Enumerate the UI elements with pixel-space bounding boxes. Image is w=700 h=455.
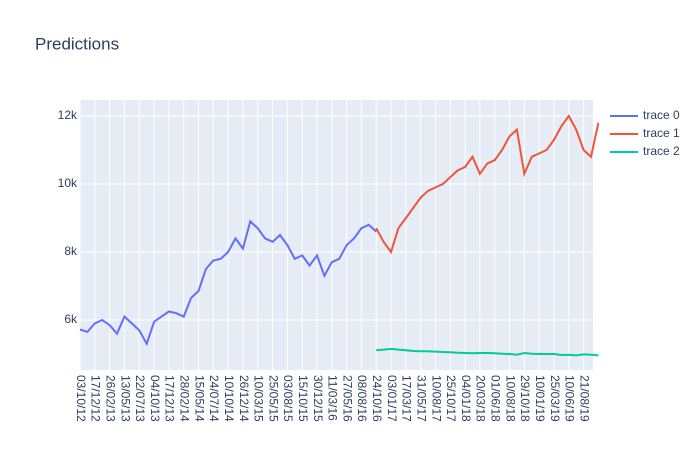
- x-tick-label: 17/12/12: [89, 375, 103, 422]
- x-tick-label: 10/01/19: [533, 375, 547, 422]
- y-tick-label: 12k: [58, 108, 78, 122]
- x-tick-label: 29/10/18: [518, 375, 532, 422]
- x-tick-label: 31/05/17: [414, 375, 428, 422]
- y-tick-label: 10k: [58, 176, 78, 190]
- x-tick-label: 01/06/18: [489, 375, 503, 422]
- plot-background: [80, 100, 593, 370]
- x-tick-label: 10/06/19: [563, 375, 577, 422]
- x-tick-label: 03/10/12: [74, 375, 88, 422]
- x-tick-label: 08/08/16: [355, 375, 369, 422]
- x-tick-label: 10/08/18: [503, 375, 517, 422]
- x-tick-label: 25/05/15: [266, 375, 280, 422]
- y-tick-label: 8k: [64, 244, 78, 258]
- x-tick-label: 25/10/17: [444, 375, 458, 422]
- legend-label: trace 1: [643, 126, 680, 140]
- x-tick-label: 10/08/17: [429, 375, 443, 422]
- x-tick-label: 24/07/14: [207, 375, 221, 422]
- x-tick-label: 17/03/17: [400, 375, 414, 422]
- chart-title: Predictions: [35, 34, 119, 53]
- x-tick-label: 10/03/15: [252, 375, 266, 422]
- x-tick-label: 04/10/13: [148, 375, 162, 422]
- x-tick-label: 03/01/17: [385, 375, 399, 422]
- x-tick-label: 26/12/14: [237, 375, 251, 422]
- x-tick-label: 03/08/15: [281, 375, 295, 422]
- x-tick-label: 21/08/19: [577, 375, 591, 422]
- x-tick-label: 26/02/13: [103, 375, 117, 422]
- x-tick-label: 20/03/18: [474, 375, 488, 422]
- x-tick-label: 15/05/14: [192, 375, 206, 422]
- series-line: [79, 219, 377, 347]
- x-tick-label: 10/10/14: [222, 375, 236, 422]
- x-tick-label: 25/03/19: [548, 375, 562, 422]
- y-tick-label: 6k: [64, 312, 78, 326]
- x-tick-label: 04/01/18: [459, 375, 473, 422]
- x-tick-label: 11/03/16: [326, 375, 340, 421]
- series-line: [376, 347, 599, 357]
- legend-label: trace 0: [643, 108, 680, 122]
- x-tick-label: 13/05/13: [118, 375, 132, 422]
- legend-label: trace 2: [643, 144, 680, 158]
- x-tick-label: 24/10/16: [370, 375, 384, 422]
- x-tick-label: 22/07/13: [133, 375, 147, 422]
- x-tick-label: 15/10/15: [296, 375, 310, 422]
- x-tick-label: 27/05/16: [340, 375, 354, 422]
- series-line: [375, 114, 600, 255]
- x-tick-label: 17/12/13: [163, 375, 177, 422]
- x-tick-label: 28/02/14: [178, 375, 192, 422]
- x-tick-label: 30/12/15: [311, 375, 325, 422]
